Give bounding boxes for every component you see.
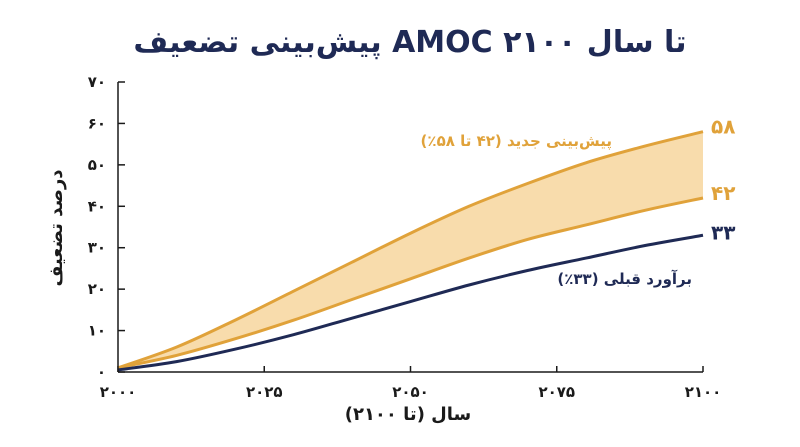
chart-title: پیش‌بینی تضعیف AMOC تا سال ۲۱۰۰ (133, 25, 686, 60)
x-axis-label: سال (تا ۲۱۰۰) (345, 404, 472, 425)
y-tick-label: ۶۰ (88, 114, 106, 132)
new-projection-lower-line (117, 196, 704, 370)
x-axis-ticks: ۲۰۰۰ ۲۰۲۵ ۲۰۵۰ ۲۰۷۵ ۲۱۰۰ (100, 366, 722, 401)
y-tick-label: ۳۰ (88, 239, 106, 257)
previous-estimate-label: برآورد قبلی (۳۳٪) (557, 270, 692, 288)
end-label-lower: ۴۲ (711, 181, 735, 205)
y-tick-label: ۱۰ (88, 322, 106, 340)
x-tick-label: ۲۰۰۰ (100, 383, 137, 401)
y-tick-label: ۲۰ (88, 280, 106, 298)
previous-estimate-line (117, 233, 704, 372)
end-label-upper: ۵۸ (711, 115, 735, 139)
y-tick-label: ۰ (97, 363, 106, 381)
x-tick-label: ۲۰۷۵ (538, 383, 575, 401)
new-projection-upper-line (117, 130, 704, 370)
y-tick-label: ۵۰ (88, 156, 106, 174)
y-axis-label: درصد تضعیف (46, 169, 67, 286)
y-tick-label: ۴۰ (88, 197, 106, 215)
y-tick-label: ۷۰ (88, 73, 106, 91)
x-tick-label: ۲۰۵۰ (392, 383, 429, 401)
x-tick-label: ۲۰۲۵ (246, 383, 283, 401)
end-label-previous: ۳۳ (711, 220, 735, 244)
x-tick-label: ۲۱۰۰ (685, 383, 722, 401)
new-projection-band (118, 131, 703, 368)
new-projection-label: پیش‌بینی جدید (۴۲ تا ۵۸٪) (421, 132, 612, 151)
y-axis-ticks: ۰ ۱۰ ۲۰ ۳۰ ۴۰ ۵۰ ۶۰ ۷۰ (88, 73, 125, 381)
